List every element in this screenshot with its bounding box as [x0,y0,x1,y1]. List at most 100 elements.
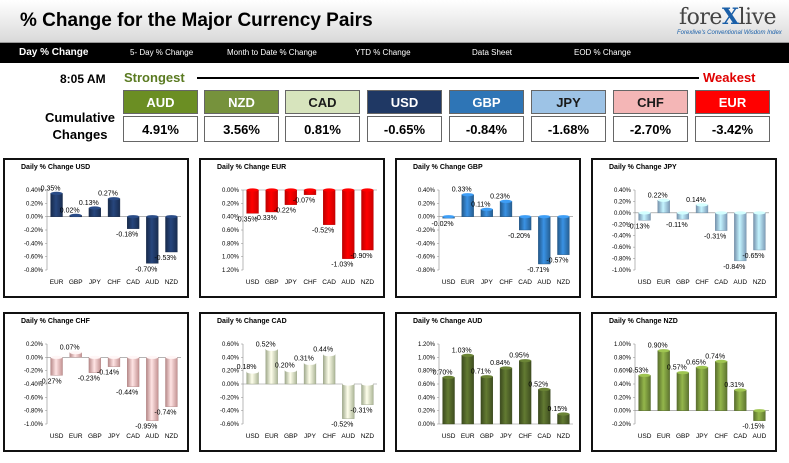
currency-card-aud: AUD 4.91% [123,90,198,143]
x-tick-label: CHF [303,279,316,286]
nav-data-sheet[interactable]: Data Sheet [472,48,513,57]
y-tick-label: 0.80% [614,355,632,361]
chart-panel-jpy[interactable]: Daily % Change JPY 0.40% 0.20% 0.00% -0.20%… [591,158,777,298]
bar-cap [519,359,532,363]
bar-cap [442,375,455,379]
bar-cad [127,216,140,229]
y-tick-label: 0.60% [614,369,632,375]
bar-cap [127,215,140,219]
bar-nzd [557,216,570,255]
chart-panel-chf[interactable]: Daily % Change CHF 0.20% 0.00% -0.20% -0.40… [3,312,189,452]
nav-month-to-date-change[interactable]: Month to Date % Change [227,48,317,57]
chart-title: Daily % Change NZD [609,318,678,325]
currency-code: CAD [285,90,360,114]
x-tick-label: AUD [145,433,159,440]
y-tick-label: -0.20% [220,395,240,401]
data-label: 0.02% [60,207,80,214]
currency-code: JPY [531,90,606,114]
bar-cap [284,188,297,192]
data-label: 0.74% [705,353,725,360]
chart-panel-usd[interactable]: Daily % Change USD 0.40% 0.20% 0.00% -0.20%… [3,158,189,298]
currency-card-jpy: JPY -1.68% [531,90,606,143]
chart-panel-cad[interactable]: Daily % Change CAD 0.60% 0.40% 0.20% 0.00% -… [199,312,385,452]
y-tick-label: 0.00% [614,409,632,415]
currency-card-chf: CHF -2.70% [613,90,688,143]
y-tick-label: 0.40% [614,382,632,388]
currency-code: USD [367,90,442,114]
x-tick-label: JPY [481,279,494,286]
chart-panel-aud[interactable]: Daily % Change AUD 1.20% 1.00% 0.80% 0.60% 0… [395,312,581,452]
bar-cap [165,215,178,219]
chart-title: Daily % Change JPY [609,164,677,171]
bar-cap [480,375,493,379]
bar-chart: 0.40% 0.20% 0.00% -0.20% -0.40% -0.60% -0.80% -… [612,188,769,286]
data-label: -0.84% [723,264,745,271]
x-tick-label: CAD [322,279,336,286]
bar-cap [696,203,708,207]
data-label: 0.57% [667,365,687,372]
bar-nzd [361,383,374,405]
bar-cap [734,211,747,215]
data-label: 0.14% [686,197,706,204]
bar-cap [753,409,766,413]
bar-cap [753,211,766,215]
bar-gbp [480,376,493,425]
chart-panel-eur[interactable]: Daily % Change EUR 0.00% 0.20% 0.40% 0.60% 0… [199,158,385,298]
nav-eod-change[interactable]: EOD % Change [574,48,631,57]
bar-cap [165,355,178,359]
bar-cap [69,351,82,355]
y-tick-label: 0.00% [222,188,240,194]
bar-cap [361,188,374,192]
y-tick-label: -1.00% [24,422,44,428]
x-tick-label: NZD [361,279,375,286]
y-tick-label: -0.80% [24,268,44,274]
x-tick-label: AUD [537,279,551,286]
currency-cumulative-change: -0.84% [449,116,524,142]
data-label: -0.23% [78,376,100,383]
x-tick-label: JPY [285,279,298,286]
currency-cumulative-change: -3.42% [695,116,770,142]
data-label: -0.20% [508,233,530,240]
nav-ytd-change[interactable]: YTD % Change [355,48,411,57]
bar-cap [557,412,570,416]
x-tick-label: USD [638,279,652,286]
currency-cumulative-change: 3.56% [204,116,279,142]
y-tick-label: -0.40% [416,241,436,247]
data-label: -1.03% [331,262,353,269]
y-tick-label: 0.60% [222,342,240,348]
nav-day-change[interactable]: Day % Change [19,47,89,58]
bar-jpy [499,367,513,425]
chart-panel-gbp[interactable]: Daily % Change GBP 0.40% 0.20% 0.00% -0.20%… [395,158,581,298]
x-tick-label: AUD [145,279,159,286]
header-bar: % Change for the Major Currency Pairs fo… [0,0,789,43]
y-tick-label: 0.20% [418,409,436,415]
data-label: -0.07% [293,198,315,205]
bar-cad [715,212,728,231]
strength-scale-line [197,77,699,79]
data-label: 0.27% [98,191,118,198]
data-label: -0.90% [350,253,372,260]
y-tick-label: 0.00% [222,382,240,388]
bar-cap [734,388,747,392]
bar-nzd [753,212,766,251]
bar-nzd [165,216,178,253]
y-tick-label: 1.20% [222,268,240,274]
data-label: -0.52% [312,228,334,235]
x-tick-label: CAD [537,433,551,440]
chart-title: Daily % Change USD [21,164,91,171]
logo-tagline: Forexlive's Conventional Wisdom Index [677,30,782,36]
forexlive-logo[interactable]: foreXlive Forexlive's Conventional Wisdo… [667,4,782,38]
x-tick-label: NZD [557,433,571,440]
currency-cumulative-change: -1.68% [531,116,606,142]
bar-jpy [695,367,709,411]
data-label: 0.70% [433,369,453,376]
y-tick-label: -0.40% [220,409,240,415]
currency-cumulative-change: 4.91% [123,116,198,142]
chart-panel-nzd[interactable]: Daily % Change NZD 1.00% 0.80% 0.60% 0.40% 0… [591,312,777,452]
nav-5-day-change[interactable]: 5- Day % Change [130,48,194,57]
x-tick-label: AUD [733,279,747,286]
data-label: -0.18% [116,232,138,239]
chart-title: Daily % Change GBP [413,164,483,171]
x-tick-label: CHF [107,279,120,286]
x-tick-label: JPY [108,433,121,440]
